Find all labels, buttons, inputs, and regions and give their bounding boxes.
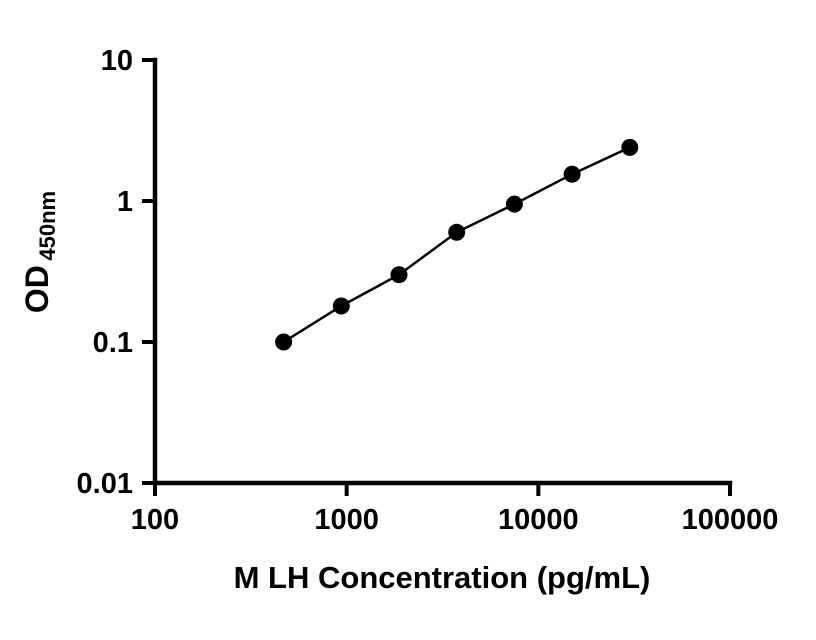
x-axis-title: M LH Concentration (pg/mL): [234, 560, 651, 595]
x-axis-title-text: M LH Concentration (pg/mL): [234, 560, 651, 595]
data-point-marker: [390, 266, 408, 284]
y-tick-label: 1: [117, 186, 133, 218]
axis-spine: [152, 57, 733, 486]
data-point-marker: [505, 195, 523, 213]
data-point-marker: [621, 138, 639, 156]
x-tick-label: 100: [131, 504, 179, 536]
data-point-marker: [275, 333, 293, 351]
plot-area: 100 1000 10000 100000 0.01 0.1 1 10: [77, 45, 779, 536]
y-tick-label: 0.1: [93, 327, 133, 359]
y-axis-title: OD 450nm: [19, 191, 60, 313]
data-point-marker: [563, 165, 581, 183]
y-tick-label: 10: [101, 45, 133, 77]
y-axis-title-main: OD: [19, 265, 55, 313]
y-axis-title-subscript: 450nm: [35, 191, 60, 261]
data-point-marker: [332, 297, 350, 315]
x-tick-label: 1000: [314, 504, 379, 536]
y-tick-label: 0.01: [77, 468, 133, 500]
x-tick-label: 100000: [682, 504, 779, 536]
x-tick-label: 10000: [498, 504, 579, 536]
data-point-marker: [448, 223, 466, 241]
